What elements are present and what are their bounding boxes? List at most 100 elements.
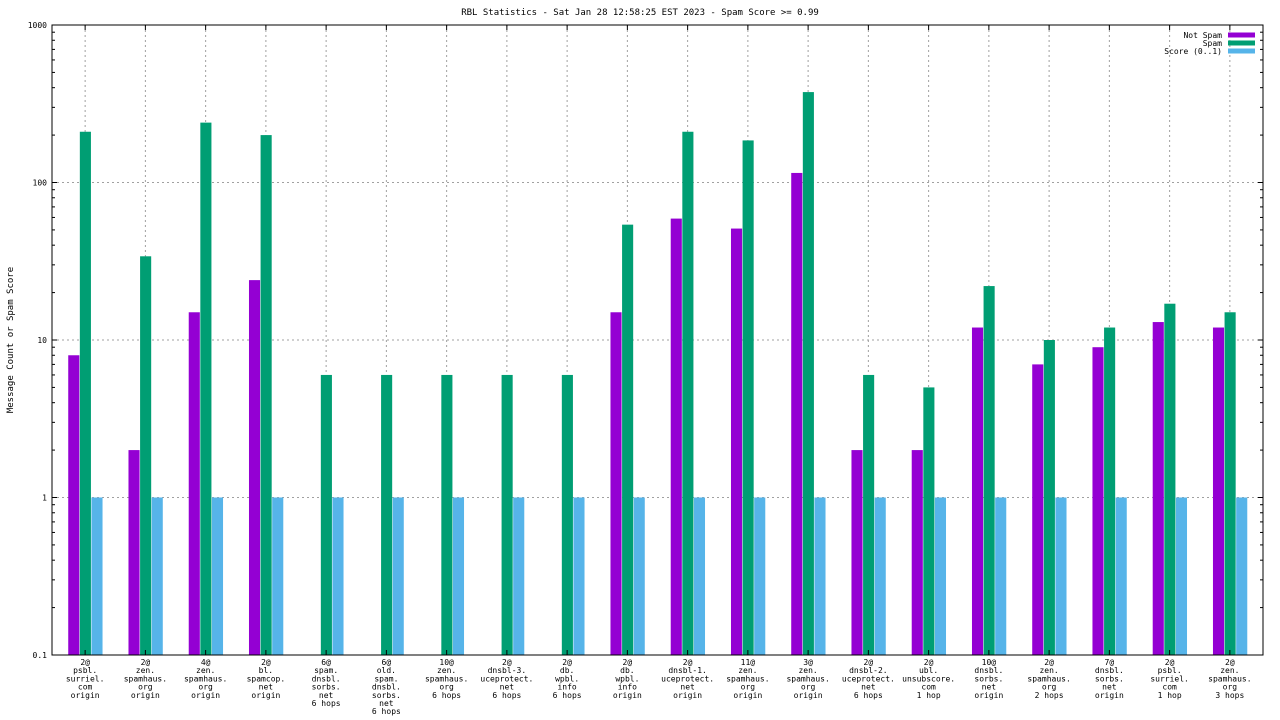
x-tick-label-line: net [982, 683, 997, 692]
x-tick-label-line: spamcop. [247, 674, 286, 683]
bar-not-spam [188, 312, 200, 655]
x-tick-label: 2@ zen. spamhaus. org 3 hops [1208, 658, 1251, 700]
bar-spam [260, 135, 272, 655]
x-tick-label-line: unsubscore. [902, 674, 955, 683]
bar-not-spam [1152, 322, 1164, 655]
x-tick-label-line: 3@ [803, 658, 813, 667]
x-tick-label-line: 1 hop [917, 691, 941, 700]
bar-spam [561, 374, 573, 655]
bar-spam [863, 374, 875, 655]
x-tick-label-line: 2@ [261, 658, 271, 667]
bar-not-spam [791, 172, 803, 655]
y-axis-label: Message Count or Spam Score [6, 267, 16, 413]
x-tick-label-line: 2@ [80, 658, 90, 667]
x-tick-label-line: sorbs. [974, 674, 1003, 683]
bar-score-0-1 [1055, 497, 1067, 655]
x-tick-label-line: origin [71, 691, 100, 700]
x-tick-label: 2@ psbl. surriel. com origin [66, 658, 105, 700]
x-tick-label: 10@ dnsbl. sorbs. net origin [974, 658, 1003, 700]
x-tick-label-line: 11@ [741, 658, 756, 667]
bar-spam [742, 140, 754, 655]
bar-spam [1043, 340, 1055, 655]
x-tick-label-line: 10@ [439, 658, 454, 667]
bar-not-spam [248, 280, 261, 655]
x-tick-label-line: 2@ [924, 658, 934, 667]
x-tick-label-line: 6 hops [432, 691, 461, 700]
chart-title: RBL Statistics - Sat Jan 28 12:58:25 EST… [461, 8, 819, 18]
bar-spam [622, 224, 634, 655]
y-tick-label: 1 [42, 494, 47, 503]
x-tick-label-line: org [138, 683, 153, 692]
bar-spam [923, 387, 935, 655]
x-tick-label-line: dnsbl-3. [488, 666, 527, 675]
legend-label: Score (0..1) [1164, 47, 1222, 56]
y-tick-label: 10 [37, 336, 47, 345]
x-tick-label: 2@ psbl. surriel. com 1 hop [1150, 658, 1189, 700]
x-tick-label-line: net [1102, 683, 1117, 692]
x-tick-label-line: 1 hop [1158, 691, 1182, 700]
x-tick-label-line: spamhaus. [425, 674, 468, 683]
bar-score-0-1 [934, 497, 947, 655]
bar-not-spam [670, 218, 682, 655]
x-tick-label-line: net [861, 683, 876, 692]
x-tick-label-line: 4@ [201, 658, 211, 667]
x-tick-label-line: net [500, 683, 515, 692]
x-tick-label-line: uceprotect. [661, 674, 714, 683]
bar-spam [983, 286, 995, 655]
bar-spam [682, 131, 694, 655]
x-tick-label-line: org [741, 683, 756, 692]
bar-spam [1224, 312, 1236, 655]
bar-spam [140, 256, 152, 655]
x-tick-label-line: org [801, 683, 816, 692]
x-tick-label: 2@ dnsbl-3. uceprotect. net 6 hops [480, 658, 533, 700]
bar-score-0-1 [633, 497, 645, 655]
x-tick-label-line: spamhaus. [184, 674, 227, 683]
x-tick-label-line: zen. [1220, 666, 1239, 675]
bar-spam [501, 374, 513, 655]
x-tick-label-line: origin [251, 691, 280, 700]
x-tick-label-line: wpbl. [615, 674, 639, 683]
x-tick-label: 2@ dnsbl-2. uceprotect. net 6 hops [842, 658, 895, 700]
bar-spam [381, 374, 393, 655]
x-tick-label-line: 2@ [1165, 658, 1175, 667]
bar-spam [200, 122, 212, 656]
x-tick-label-line: info [557, 683, 576, 692]
bar-score-0-1 [513, 497, 525, 655]
x-tick-label-line: net [259, 683, 274, 692]
bar-not-spam [1032, 364, 1044, 655]
x-tick-label-line: uceprotect. [480, 674, 533, 683]
x-tick-label-line: origin [613, 691, 642, 700]
bar-spam [441, 374, 453, 655]
x-tick-label-line: dnsbl. [372, 683, 401, 692]
x-tick-label-line: bl. [259, 666, 273, 675]
x-tick-label-line: 2@ [683, 658, 693, 667]
x-tick-label-line: 6@ [382, 658, 392, 667]
x-tick-label: 11@ zen. spamhaus. org origin [726, 658, 769, 700]
bar-score-0-1 [814, 497, 826, 655]
x-tick-label-line: zen. [798, 666, 817, 675]
bar-not-spam [971, 327, 984, 655]
x-tick-label: 2@ zen. spamhaus. org origin [124, 658, 167, 700]
x-tick-label-line: surriel. [1150, 674, 1189, 683]
x-tick-label-line: db. [620, 666, 634, 675]
x-tick-label-line: 7@ [1105, 658, 1115, 667]
bars-layer [68, 92, 1248, 656]
x-tick-label-line: com [1162, 683, 1177, 692]
bar-score-0-1 [693, 497, 706, 655]
bar-score-0-1 [573, 497, 585, 655]
x-tick-label-line: 2@ [1225, 658, 1235, 667]
x-tick-label-line: origin [1095, 691, 1124, 700]
x-tick-label-line: org [198, 683, 213, 692]
bar-score-0-1 [995, 497, 1007, 655]
x-tick-label: 3@ zen. spamhaus. org origin [786, 658, 829, 700]
x-tick-label-line: 10@ [982, 658, 997, 667]
bar-score-0-1 [452, 497, 465, 655]
bar-score-0-1 [151, 497, 163, 655]
bar-spam [79, 131, 91, 655]
y-tick-label: 0.1 [33, 651, 48, 660]
legend-label: Not Spam [1183, 31, 1222, 40]
bar-score-0-1 [211, 497, 224, 655]
